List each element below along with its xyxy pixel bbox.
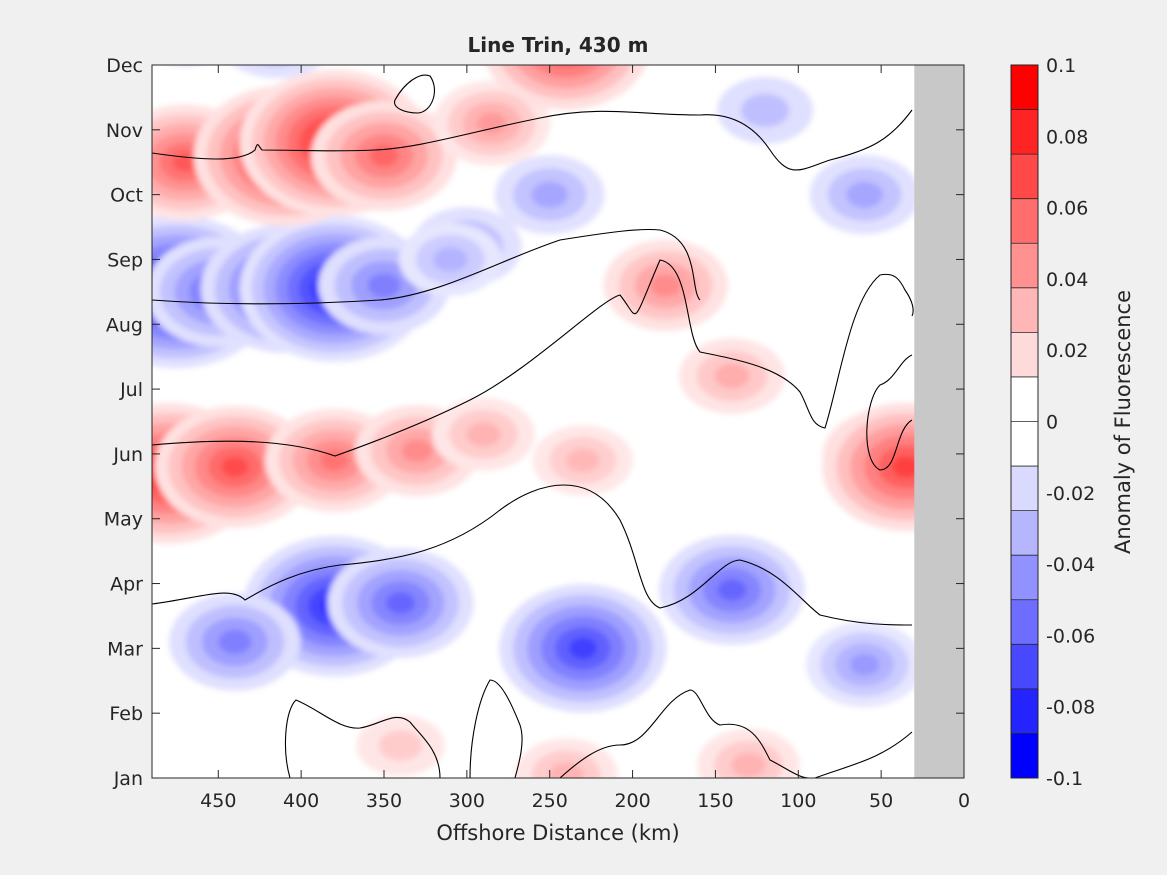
y-tick-label: Jun — [112, 444, 143, 466]
y-tick-label: Nov — [106, 120, 143, 142]
colorbar-segment — [1011, 510, 1038, 556]
x-tick-label: 100 — [780, 790, 816, 812]
colorbar-segment — [1011, 555, 1038, 601]
colorbar-segment — [1011, 109, 1038, 155]
y-axis: Jan Feb Mar Apr May Jun Jul Aug Sep Oct Nov Dec — [104, 55, 964, 790]
y-tick-label: Dec — [106, 55, 143, 77]
colorbar-segment — [1011, 65, 1038, 111]
zero-contour — [152, 259, 914, 457]
colorbar-tick-label: -0.04 — [1046, 554, 1095, 576]
colorbar-segment — [1011, 332, 1038, 378]
colorbar-segment — [1011, 421, 1038, 467]
colorbar-segment — [1011, 243, 1038, 289]
zero-contour — [152, 228, 701, 305]
y-tick-label: Aug — [106, 314, 143, 336]
colorbar-segment — [1011, 644, 1038, 690]
anomaly-blob — [261, 21, 292, 44]
colorbar-segment — [1011, 688, 1038, 734]
y-tick-label: Oct — [110, 185, 143, 207]
anomaly-blob — [245, 10, 307, 56]
anomaly-blob — [549, 762, 584, 778]
anomaly-blob — [218, 629, 252, 655]
no-data-region — [914, 65, 964, 778]
anomaly-blob — [320, 450, 349, 471]
colorbar-segment — [1011, 733, 1038, 779]
colorbar-tick-label: -0.02 — [1046, 483, 1095, 505]
colorbar-segment — [1011, 466, 1038, 512]
colorbar-segment — [1011, 198, 1038, 244]
colorbar-tick-label: -0.1 — [1046, 768, 1083, 790]
colorbar-tick-label: 0.02 — [1046, 340, 1088, 362]
colorbar-segment — [1011, 154, 1038, 200]
x-tick-label: 350 — [366, 790, 402, 812]
anomaly-blob — [849, 653, 880, 676]
anomaly-blob — [477, 112, 507, 134]
plot-frame — [151, 64, 965, 779]
x-tick-label: 150 — [697, 790, 733, 812]
colorbar-frame — [1010, 64, 1039, 779]
colorbar-tick-label: -0.06 — [1046, 625, 1095, 647]
x-tick-label: 200 — [614, 790, 650, 812]
zero-contour — [559, 689, 913, 778]
anomaly-blob — [650, 273, 682, 297]
anomaly-blob — [221, 456, 249, 478]
colorbar-tick-label: 0.04 — [1046, 269, 1088, 291]
colorbar-segment — [1011, 287, 1038, 333]
y-tick-label: Apr — [110, 574, 143, 596]
colorbar-label: Anomaly of Fluorescence — [1111, 290, 1135, 554]
anomaly-blob — [714, 363, 750, 389]
anomaly-blob — [466, 422, 501, 447]
colorbar-tick-label: 0 — [1046, 412, 1058, 434]
x-tick-label: 250 — [532, 790, 568, 812]
colorbar-tick-label: -0.08 — [1046, 697, 1095, 719]
zero-contour — [866, 354, 913, 471]
x-tick-label: 300 — [449, 790, 485, 812]
zero-contour — [152, 484, 913, 626]
y-tick-label: Jan — [113, 768, 143, 790]
zero-contours — [152, 74, 914, 778]
x-axis: 450 400 350 300 250 200 150 100 50 0 — [200, 65, 970, 812]
anomaly-blob — [568, 637, 597, 660]
anomaly-blob — [232, 65, 321, 79]
anomaly-blob — [173, 65, 197, 66]
anomaly-blob — [731, 752, 766, 778]
y-tick-label: Sep — [107, 249, 143, 271]
anomaly-blob — [741, 93, 790, 128]
anomaly-blob — [401, 439, 433, 463]
anomaly-blob — [161, 16, 209, 49]
x-tick-label: 50 — [869, 790, 893, 812]
anomaly-blob — [717, 579, 747, 602]
y-tick-label: May — [104, 509, 143, 531]
plot-area — [152, 10, 964, 778]
x-axis-label: Offshore Distance (km) — [436, 821, 679, 845]
anomaly-blob — [892, 456, 920, 478]
zero-contour — [469, 679, 523, 778]
y-tick-label: Mar — [107, 638, 143, 660]
x-tick-label: 0 — [958, 790, 970, 812]
colorbar-segment — [1011, 376, 1038, 422]
zero-contour — [152, 109, 913, 171]
colorbar-tick-label: 0.06 — [1046, 198, 1088, 220]
anomaly-blob — [846, 181, 883, 208]
anomaly-blob — [385, 592, 416, 614]
anomaly-blob — [261, 65, 292, 67]
colorbar-segment — [1011, 599, 1038, 645]
anomaly-blob — [433, 247, 468, 272]
colorbar-tick-label: 0.1 — [1046, 55, 1076, 77]
zero-contour — [284, 699, 441, 778]
zero-contour — [394, 74, 435, 114]
colorbar: 0.1 0.08 0.06 0.04 0.02 0 -0.02 -0.04 -0.06 -0.08… — [1010, 55, 1095, 790]
anomaly-blob — [531, 181, 569, 208]
x-tick-label: 400 — [283, 790, 319, 812]
anomaly-blob — [378, 730, 423, 761]
anomaly-blob — [566, 448, 600, 473]
anomaly-blob — [367, 273, 401, 298]
x-tick-label: 450 — [200, 790, 236, 812]
y-tick-label: Jul — [119, 379, 143, 401]
colorbar-tick-label: 0.08 — [1046, 126, 1088, 148]
y-tick-label: Feb — [109, 703, 143, 725]
chart-title: Line Trin, 430 m — [468, 33, 649, 57]
